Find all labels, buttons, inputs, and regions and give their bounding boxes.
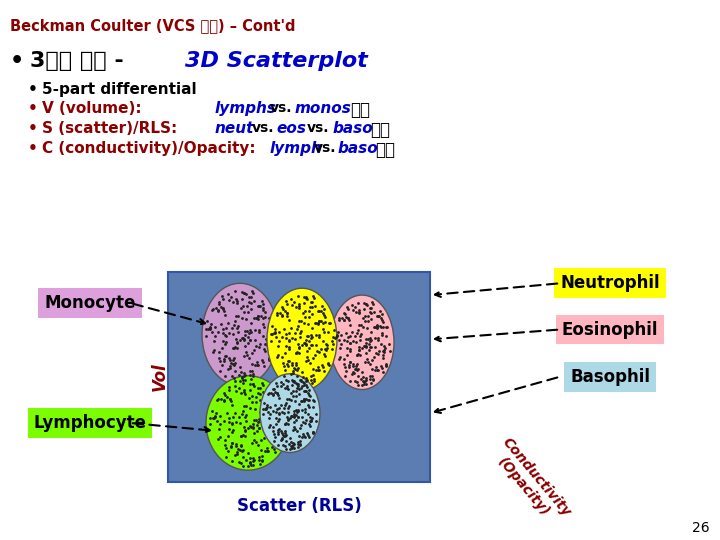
Text: lymph: lymph xyxy=(270,140,323,156)
Ellipse shape xyxy=(206,376,290,470)
Text: •: • xyxy=(28,140,38,156)
Text: 3D Scatterplot: 3D Scatterplot xyxy=(185,51,368,71)
Text: Monocyte: Monocyte xyxy=(45,294,135,312)
Text: lymphs: lymphs xyxy=(215,102,277,116)
Ellipse shape xyxy=(202,284,278,386)
Ellipse shape xyxy=(267,288,337,390)
Text: Basophil: Basophil xyxy=(570,368,650,386)
Text: 감별: 감별 xyxy=(370,121,390,139)
Text: baso: baso xyxy=(333,121,374,136)
Text: 감별: 감별 xyxy=(375,140,395,159)
Text: V (volume):: V (volume): xyxy=(42,102,142,116)
Text: vs.: vs. xyxy=(270,102,292,116)
Text: vs.: vs. xyxy=(314,140,336,154)
Text: eos: eos xyxy=(276,121,306,136)
Text: monos: monos xyxy=(295,102,352,116)
Text: 감별: 감별 xyxy=(350,102,370,119)
Text: 5-part differential: 5-part differential xyxy=(42,82,197,97)
Text: Conductivity
(Opacity): Conductivity (Opacity) xyxy=(487,435,573,529)
Text: baso: baso xyxy=(338,140,379,156)
Text: •: • xyxy=(28,82,38,97)
Text: Beckman Coulter (VCS 기술) – Cont'd: Beckman Coulter (VCS 기술) – Cont'd xyxy=(10,18,295,33)
Ellipse shape xyxy=(330,295,394,389)
Text: Lymphocyte: Lymphocyte xyxy=(34,414,146,432)
Text: vs.: vs. xyxy=(307,121,330,135)
Text: S (scatter)/RLS:: S (scatter)/RLS: xyxy=(42,121,177,136)
Text: 26: 26 xyxy=(693,521,710,535)
Text: vs.: vs. xyxy=(252,121,274,135)
Text: •: • xyxy=(10,51,24,71)
FancyBboxPatch shape xyxy=(168,273,430,482)
Text: Scatter (RLS): Scatter (RLS) xyxy=(237,497,361,515)
Text: Vol: Vol xyxy=(151,362,169,391)
Text: C (conductivity)/Opacity:: C (conductivity)/Opacity: xyxy=(42,140,256,156)
Text: Neutrophil: Neutrophil xyxy=(560,274,660,292)
Text: 3차원 분석 -: 3차원 분석 - xyxy=(30,51,132,71)
Ellipse shape xyxy=(260,374,320,453)
Text: •: • xyxy=(28,121,38,136)
Text: •: • xyxy=(28,102,38,116)
Text: neut: neut xyxy=(215,121,254,136)
Text: Eosinophil: Eosinophil xyxy=(562,321,658,339)
